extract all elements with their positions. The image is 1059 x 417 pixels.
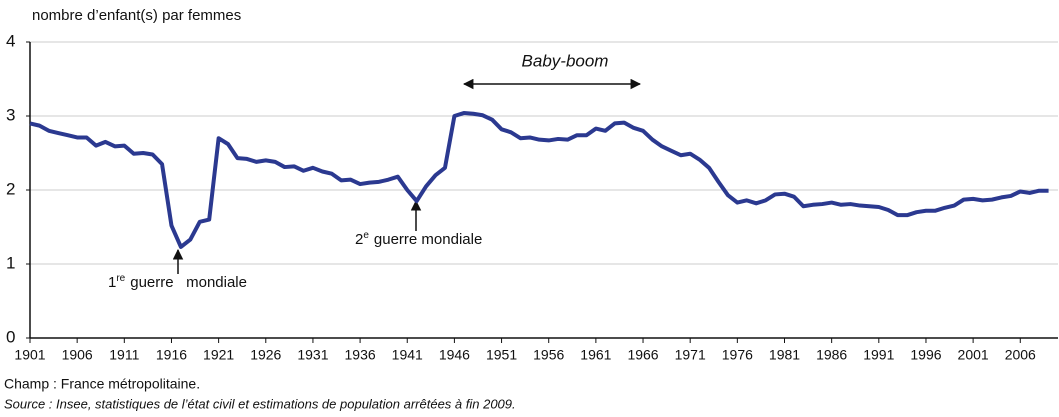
annotation: 1re guerre mondiale <box>108 273 247 291</box>
x-tick-label: 1931 <box>297 347 328 363</box>
x-tick-label: 1956 <box>533 347 564 363</box>
x-tick-label: 2006 <box>1005 347 1036 363</box>
x-tick-label: 2001 <box>958 347 989 363</box>
x-tick-label: 1946 <box>439 347 470 363</box>
x-tick-label: 1921 <box>203 347 234 363</box>
x-tick-label: 1951 <box>486 347 517 363</box>
x-tick-label: 1971 <box>675 347 706 363</box>
y-tick-label: 1 <box>6 253 15 272</box>
x-tick-label: 1966 <box>627 347 658 363</box>
annotation-text: guerre mondiale <box>374 231 482 248</box>
annotation-text: 2 <box>355 231 363 248</box>
x-tick-label: 1976 <box>722 347 753 363</box>
annotation: Baby-boom <box>522 51 609 70</box>
note: Champ : France métropolitaine. <box>4 376 200 392</box>
x-tick-label: 1916 <box>156 347 187 363</box>
x-tick-label: 1936 <box>345 347 376 363</box>
x-tick-label: 1991 <box>863 347 894 363</box>
annotation-sup: re <box>116 273 125 284</box>
x-tick-label: 1911 <box>109 347 139 363</box>
x-tick-label: 1961 <box>580 347 611 363</box>
source: Source : Insee, statistiques de l’état c… <box>4 396 516 411</box>
x-tick-label: 1986 <box>816 347 847 363</box>
x-tick-label: 1941 <box>392 347 423 363</box>
x-tick-label: 1901 <box>14 347 45 363</box>
y-tick-label: 3 <box>6 105 15 124</box>
annotation: 2e guerre mondiale <box>355 230 482 248</box>
y-tick-label: 2 <box>6 179 15 198</box>
annotation-text: 1 <box>108 274 116 291</box>
y-axis-label: nombre d’enfant(s) par femmes <box>32 7 241 24</box>
x-tick-label: 1996 <box>910 347 941 363</box>
series-line <box>29 111 1049 249</box>
y-tick-label: 0 <box>6 327 15 346</box>
x-tick-label: 1906 <box>62 347 93 363</box>
x-tick-label: 1981 <box>769 347 800 363</box>
annotation-text: guerre mondiale <box>130 274 247 291</box>
y-tick-label: 4 <box>6 31 15 50</box>
annotation-sup: e <box>363 230 369 241</box>
x-tick-label: 1926 <box>250 347 281 363</box>
